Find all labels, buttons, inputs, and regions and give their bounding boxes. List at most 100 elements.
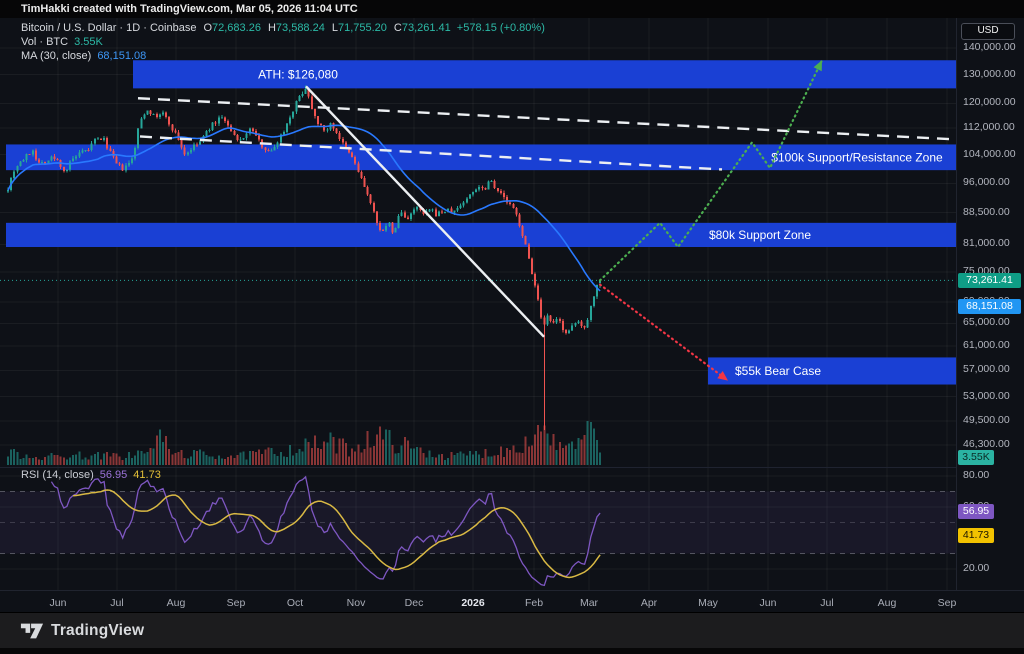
candle-body	[441, 211, 443, 213]
candle-body	[558, 318, 561, 321]
candle-body	[41, 162, 44, 164]
volume-bar	[242, 451, 245, 465]
volume-bar	[22, 457, 25, 465]
volume-bar	[481, 457, 484, 465]
volume-bar	[286, 456, 288, 465]
ma-legend-row: MA (30, close) 68,151.08	[21, 50, 545, 63]
candle-body	[286, 123, 288, 132]
tradingview-logo[interactable]: TradingView	[20, 621, 144, 641]
volume-bar	[478, 454, 481, 465]
volume-bar	[468, 450, 471, 465]
volume-bar	[267, 447, 270, 465]
candle-body	[589, 306, 592, 320]
candle-body	[69, 161, 71, 170]
volume-bar	[565, 445, 567, 465]
volume-bar	[332, 436, 335, 465]
candle-body	[168, 117, 171, 125]
candle-body	[81, 150, 84, 153]
volume-bar	[490, 456, 493, 465]
change-value: +578.15 (+0.80%)	[456, 22, 545, 34]
volume-label[interactable]: Vol · BTC	[21, 36, 69, 48]
volume-bar	[453, 455, 456, 465]
ma-label[interactable]: MA (30, close)	[21, 50, 92, 62]
ma-line	[7, 124, 601, 292]
candle-body	[596, 284, 598, 297]
volume-bar	[496, 454, 499, 465]
volume-bar	[158, 429, 161, 465]
candle-body	[496, 188, 499, 192]
zone-55k-label: $55k Bear Case	[735, 364, 821, 378]
volume-bar	[413, 448, 416, 465]
candle-body	[44, 162, 47, 165]
candle-body	[481, 187, 484, 189]
volume-bar	[441, 454, 443, 465]
volume-bar	[103, 453, 106, 465]
candle-body	[335, 128, 338, 134]
candle-body	[351, 152, 354, 157]
zone-100k-band	[6, 144, 956, 171]
candle-body	[180, 140, 183, 148]
volume-bar	[38, 459, 40, 465]
price-tick-label: 104,000.00	[963, 147, 1016, 160]
volume-bar	[106, 451, 109, 465]
candle-body	[310, 96, 313, 110]
candle-body	[143, 114, 146, 119]
upper-dashed-trendline[interactable]	[137, 97, 951, 141]
volume-bar	[65, 459, 68, 465]
volume-bar	[13, 448, 16, 465]
downtrend-solid-trendline[interactable]	[305, 85, 545, 338]
candle-body	[304, 88, 307, 94]
price-tick-label: 81,000.00	[963, 237, 1010, 250]
candle-body	[391, 222, 394, 233]
candle-body	[134, 147, 137, 159]
candle-body	[406, 217, 409, 220]
candle-body	[375, 211, 378, 223]
volume-bar	[589, 421, 592, 465]
currency-toggle-button[interactable]: USD	[961, 23, 1015, 40]
candle-body	[599, 280, 602, 284]
candle-body	[31, 150, 34, 155]
rsi-ma-value: 41.73	[133, 469, 161, 481]
candle-body	[34, 150, 37, 160]
candle-body	[183, 147, 186, 155]
volume-bar	[509, 450, 512, 465]
volume-bar	[524, 436, 527, 465]
candle-body	[248, 128, 251, 134]
candle-body	[472, 192, 474, 195]
volume-bar	[205, 455, 208, 465]
rsi-tick-label: 20.00	[963, 562, 990, 574]
volume-bar	[382, 439, 385, 465]
price-tick-label: 88,500.00	[963, 205, 1010, 218]
volume-bar	[403, 437, 406, 465]
candle-body	[227, 121, 230, 126]
volume-bar	[472, 454, 474, 465]
time-tick-sep: Sep	[937, 597, 957, 609]
candle-body	[320, 124, 323, 126]
volume-bar	[171, 454, 174, 465]
volume-bar	[143, 453, 146, 465]
rsi-label[interactable]: RSI (14, close)	[21, 469, 94, 481]
volume-bar	[428, 450, 431, 465]
time-tick-jun: Jun	[759, 597, 777, 609]
volume-bar	[571, 441, 574, 465]
price-badge: 73,261.41	[958, 272, 1021, 288]
price-tick-label: 140,000.00	[963, 41, 1016, 53]
volume-bar	[177, 451, 180, 465]
rsi-value: 56.95	[99, 469, 128, 481]
volume-bar	[304, 438, 307, 465]
volume-bar	[503, 456, 505, 465]
candle-body	[503, 193, 505, 198]
bear-projection-path[interactable]	[598, 283, 730, 382]
volume-bar	[282, 456, 285, 465]
symbol-title[interactable]: Bitcoin / U.S. Dollar · 1D · Coinbase	[21, 22, 197, 34]
candle-body	[456, 208, 459, 211]
bull-projection-path[interactable]	[598, 59, 824, 282]
volume-bar	[574, 449, 577, 465]
volume-bar	[515, 452, 518, 465]
candle-body	[100, 138, 102, 140]
lower-dashed-trendline[interactable]	[139, 135, 723, 171]
volume-bar	[518, 452, 521, 465]
candle-body	[428, 209, 431, 212]
candle-body	[162, 112, 164, 115]
